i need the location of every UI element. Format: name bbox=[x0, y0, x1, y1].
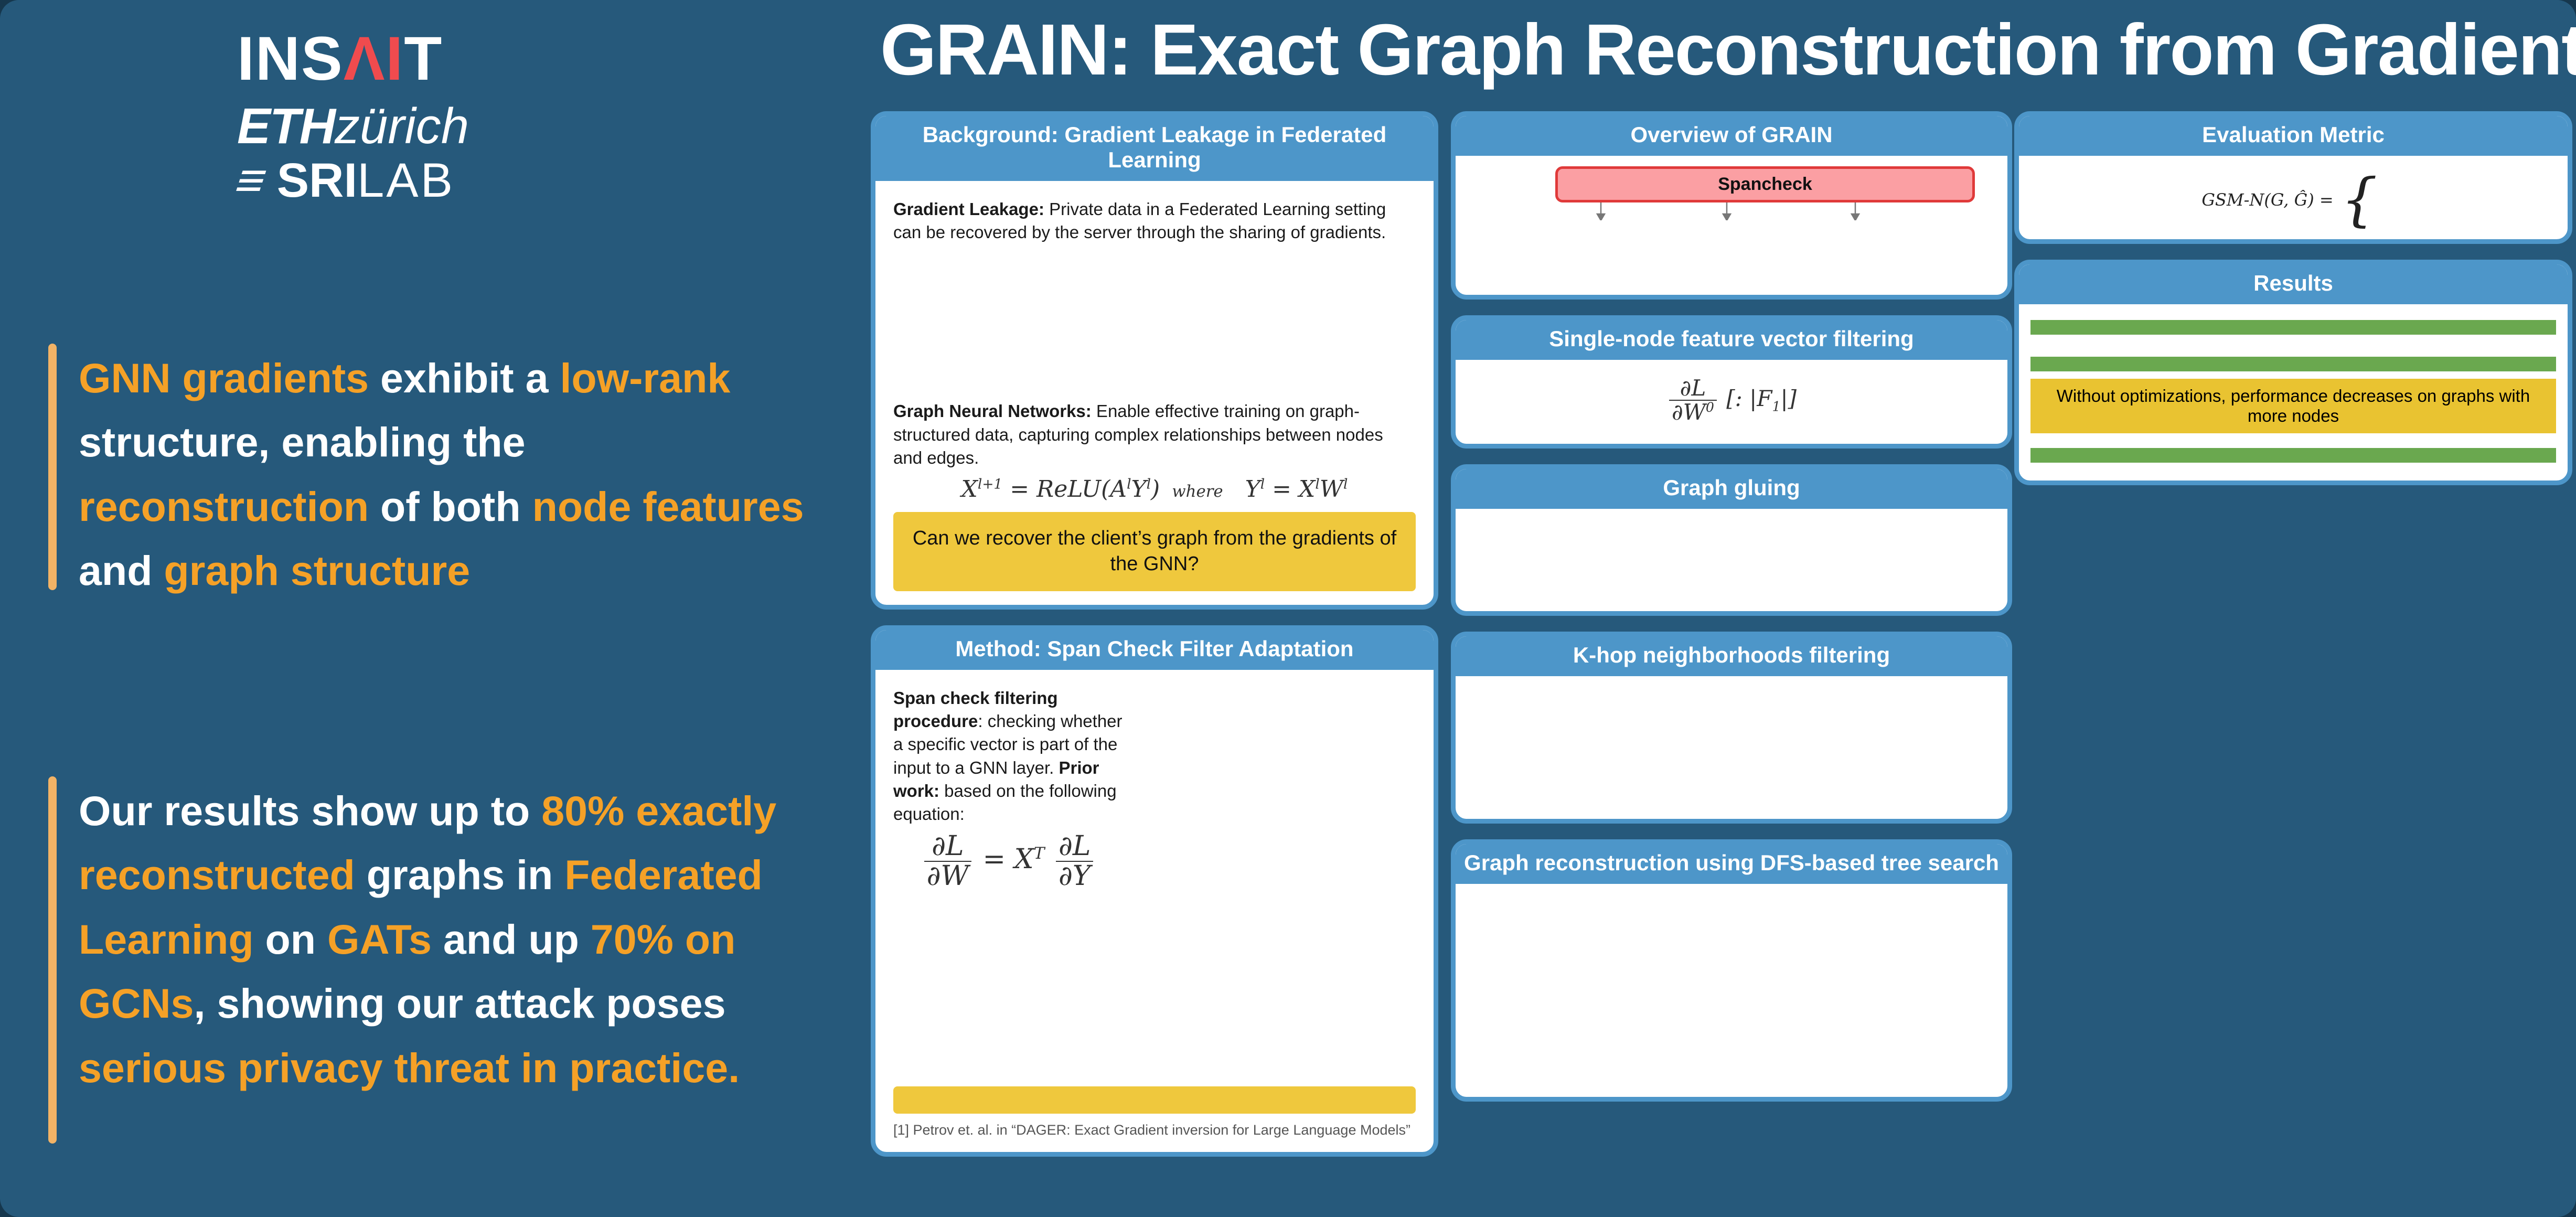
banner-heuristics bbox=[2030, 448, 2556, 463]
span-check-vector-diagram bbox=[1131, 680, 1425, 890]
banner-human-perception bbox=[2030, 357, 2556, 371]
quote-accent-bar bbox=[48, 344, 57, 590]
page-title: GRAIN: Exact Graph Reconstruction from G… bbox=[880, 9, 2576, 90]
background-card: Background: Gradient Leakage in Federate… bbox=[871, 111, 1438, 610]
metric-card: Evaluation Metric GSM-N(G, Ĝ) = { bbox=[2014, 111, 2572, 244]
sri-lab-logo: ≡SRILAB bbox=[228, 154, 455, 207]
reconstruction-chart bbox=[1159, 904, 1411, 1077]
gsm-formula: GSM-N(G, Ĝ) = { bbox=[2201, 166, 2378, 233]
spancheck-arrows bbox=[1596, 202, 1861, 222]
metric-card-header: Evaluation Metric bbox=[2019, 116, 2568, 156]
spancheck-formula: ∂L ∂W = XT ∂L ∂Y bbox=[893, 832, 1124, 890]
single-node-card-header: Single-node feature vector filtering bbox=[1456, 320, 2007, 360]
spancheck-box: Spancheck bbox=[1555, 166, 1975, 202]
key-claim-2: Our results show up to 80% exactly recon… bbox=[79, 787, 777, 1091]
banner-without-optimizations: Without optimizations, performance decre… bbox=[2030, 379, 2556, 433]
single-node-card: Single-node feature vector filtering ∂L ∂… bbox=[1451, 315, 2012, 449]
overview-card: Overview of GRAIN Spancheck bbox=[1451, 111, 2012, 300]
eth-zurich-logo: ETHzürich bbox=[237, 98, 469, 154]
federated-learning-diagram bbox=[893, 250, 1418, 391]
rank-charts bbox=[893, 904, 1416, 1077]
pipeline-examples-doodle bbox=[1467, 226, 1986, 283]
results-card: Results Without optimizations, performan… bbox=[2014, 260, 2572, 485]
overview-card-header: Overview of GRAIN bbox=[1456, 116, 2007, 156]
qr-code bbox=[23, 20, 192, 189]
rank-chart-gcn-gat bbox=[898, 904, 1150, 1077]
two-hop-doodle bbox=[1473, 752, 1993, 803]
brace: { bbox=[2340, 166, 2378, 233]
dfs-tree-diagram bbox=[1727, 894, 1990, 1083]
dfs-card-header: Graph reconstruction using DFS-based tre… bbox=[1456, 844, 2007, 884]
quote-accent-bar-2 bbox=[48, 776, 57, 1144]
spancheck-text: Span check filtering procedure: checking… bbox=[893, 688, 1123, 824]
key-claim-1: GNN gradients exhibit a low-rank structu… bbox=[79, 355, 804, 594]
khop-card: K-hop neighborhoods filtering bbox=[1451, 632, 2012, 824]
banner-outperforms bbox=[2030, 320, 2556, 335]
gradient-leakage-text: Gradient Leakage: Private data in a Fede… bbox=[893, 199, 1386, 242]
graph-gluing-diagram bbox=[1473, 526, 1993, 589]
insait-logo: INSΛIT bbox=[237, 24, 443, 93]
background-card-header: Background: Gradient Leakage in Federate… bbox=[875, 116, 1434, 181]
method-card-header: Method: Span Check Filter Adaptation bbox=[875, 629, 1434, 670]
truncated-gradient-formula: ∂L ∂W0 [: |F1|] bbox=[1473, 376, 1990, 424]
footnote-reference: [1] Petrov et. al. in “DAGER: Exact Grad… bbox=[893, 1122, 1410, 1138]
gnn-formula: Xl+1 = ReLU(AlYl) where Yl = XlWl bbox=[961, 476, 1348, 503]
rank-observation-callout bbox=[893, 1086, 1416, 1114]
dfs-card: Graph reconstruction using DFS-based tre… bbox=[1451, 839, 2012, 1102]
method-card: Method: Span Check Filter Adaptation Spa… bbox=[871, 625, 1438, 1157]
one-hop-doodle bbox=[1473, 693, 1993, 743]
results-card-header: Results bbox=[2019, 264, 2568, 304]
graph-gluing-card: Graph gluing bbox=[1451, 464, 2012, 616]
gnn-text: Graph Neural Networks: Enable effective … bbox=[893, 401, 1383, 467]
graph-gluing-card-header: Graph gluing bbox=[1456, 469, 2007, 509]
khop-card-header: K-hop neighborhoods filtering bbox=[1456, 636, 2007, 677]
research-question-callout: Can we recover the client’s graph from t… bbox=[893, 512, 1416, 591]
